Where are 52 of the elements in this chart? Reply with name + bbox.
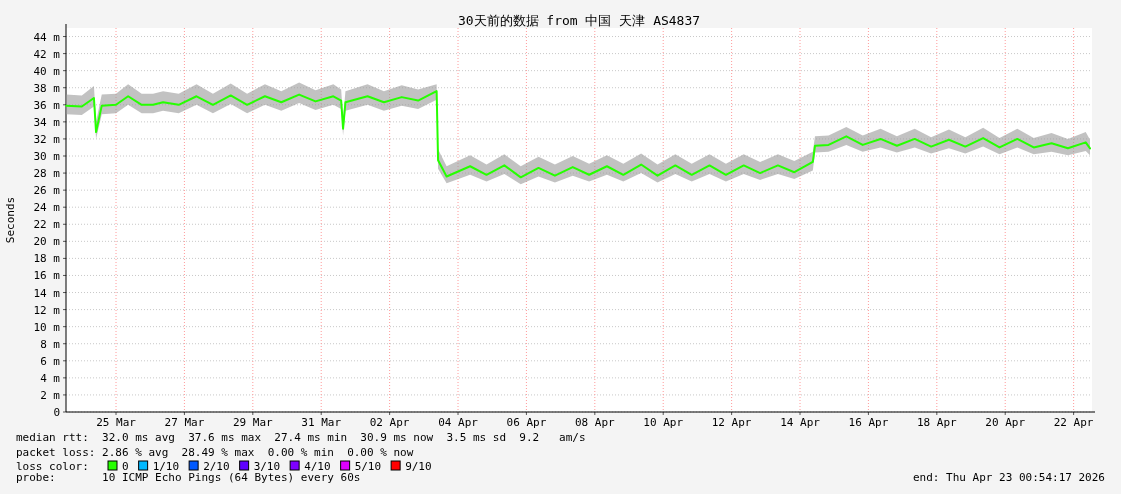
legend-label: 0 (122, 460, 129, 473)
y-tick-label: 6 m (40, 354, 61, 368)
x-tick-label: 08 Apr (574, 416, 616, 429)
y-tick-label: 38 m (33, 81, 61, 95)
x-tick-label: 14 Apr (780, 416, 821, 429)
y-tick-label: 18 m (33, 252, 61, 266)
legend-label: 4/10 (304, 460, 331, 473)
y-tick-label: 4 m (40, 371, 61, 385)
y-tick-label: 12 m (33, 303, 61, 317)
x-tick-label: 27 Mar (164, 416, 205, 429)
legend-label: 5/10 (354, 460, 382, 473)
legend-label: 2/10 (203, 460, 230, 473)
y-tick-label: 16 m (33, 269, 61, 283)
x-tick-label: 16 Apr (848, 416, 889, 429)
y-tick-label: 44 m (33, 30, 61, 44)
y-tick-label: 32 m (33, 132, 61, 146)
x-tick-label: 02 Apr (369, 416, 410, 429)
x-tick-label: 29 Mar (232, 416, 274, 429)
text: packet loss: 2.86 % avg 28.49 % max 0.00 % min 0.00 % now (16, 446, 414, 459)
y-tick-label: 26 m (33, 184, 61, 198)
x-tick-label: 04 Apr (438, 416, 479, 429)
x-tick-label: 12 Apr (711, 416, 752, 429)
y-tick-label: 36 m (33, 98, 61, 112)
y-tick-label: 10 m (33, 320, 61, 334)
y-tick-label: 8 m (40, 337, 61, 351)
text: end: Thu Apr 23 00:54:17 2026 (912, 471, 1105, 484)
x-tick-label: 31 Mar (301, 416, 342, 429)
y-tick-label: 30 m (33, 150, 61, 163)
y-tick-label: 0 (53, 406, 60, 419)
x-tick-label: 18 Apr (916, 416, 958, 429)
y-axis-title: Seconds (4, 196, 17, 244)
y-tick-label: 14 m (33, 286, 61, 300)
chart-title: 30天前的数据 from 中国 天津 AS4837 (457, 13, 701, 28)
y-tick-label: 22 m (33, 218, 61, 232)
y-tick-label: 24 m (33, 201, 61, 215)
legend-label: 1/10 (152, 460, 180, 473)
y-tick-label: 28 m (33, 167, 61, 181)
x-tick-label: 06 Apr (506, 416, 547, 429)
x-tick-label: 10 Apr (643, 416, 684, 429)
y-tick-label: 42 m (33, 47, 61, 61)
legend-title: loss color: (16, 460, 89, 473)
x-tick-label: 25 Mar (96, 416, 137, 429)
legend-label: 9/10 (405, 460, 432, 473)
text: median rtt: 32.0 ms avg 37.6 ms max 27.4 ms min 30.9 ms now 3.5 ms sd 9.2 am/s (16, 431, 586, 444)
x-tick-label: 20 Apr (985, 416, 1026, 429)
x-tick-label: 22 Apr (1053, 416, 1094, 429)
y-tick-label: 2 m (40, 388, 61, 402)
legend-label: 3/10 (253, 460, 281, 473)
y-tick-label: 20 m (33, 235, 61, 249)
y-tick-label: 34 m (33, 115, 61, 129)
y-tick-label: 40 m (33, 64, 61, 78)
text: probe: 10 ICMP Echo Pings (64 Bytes) every 60s (16, 471, 361, 484)
